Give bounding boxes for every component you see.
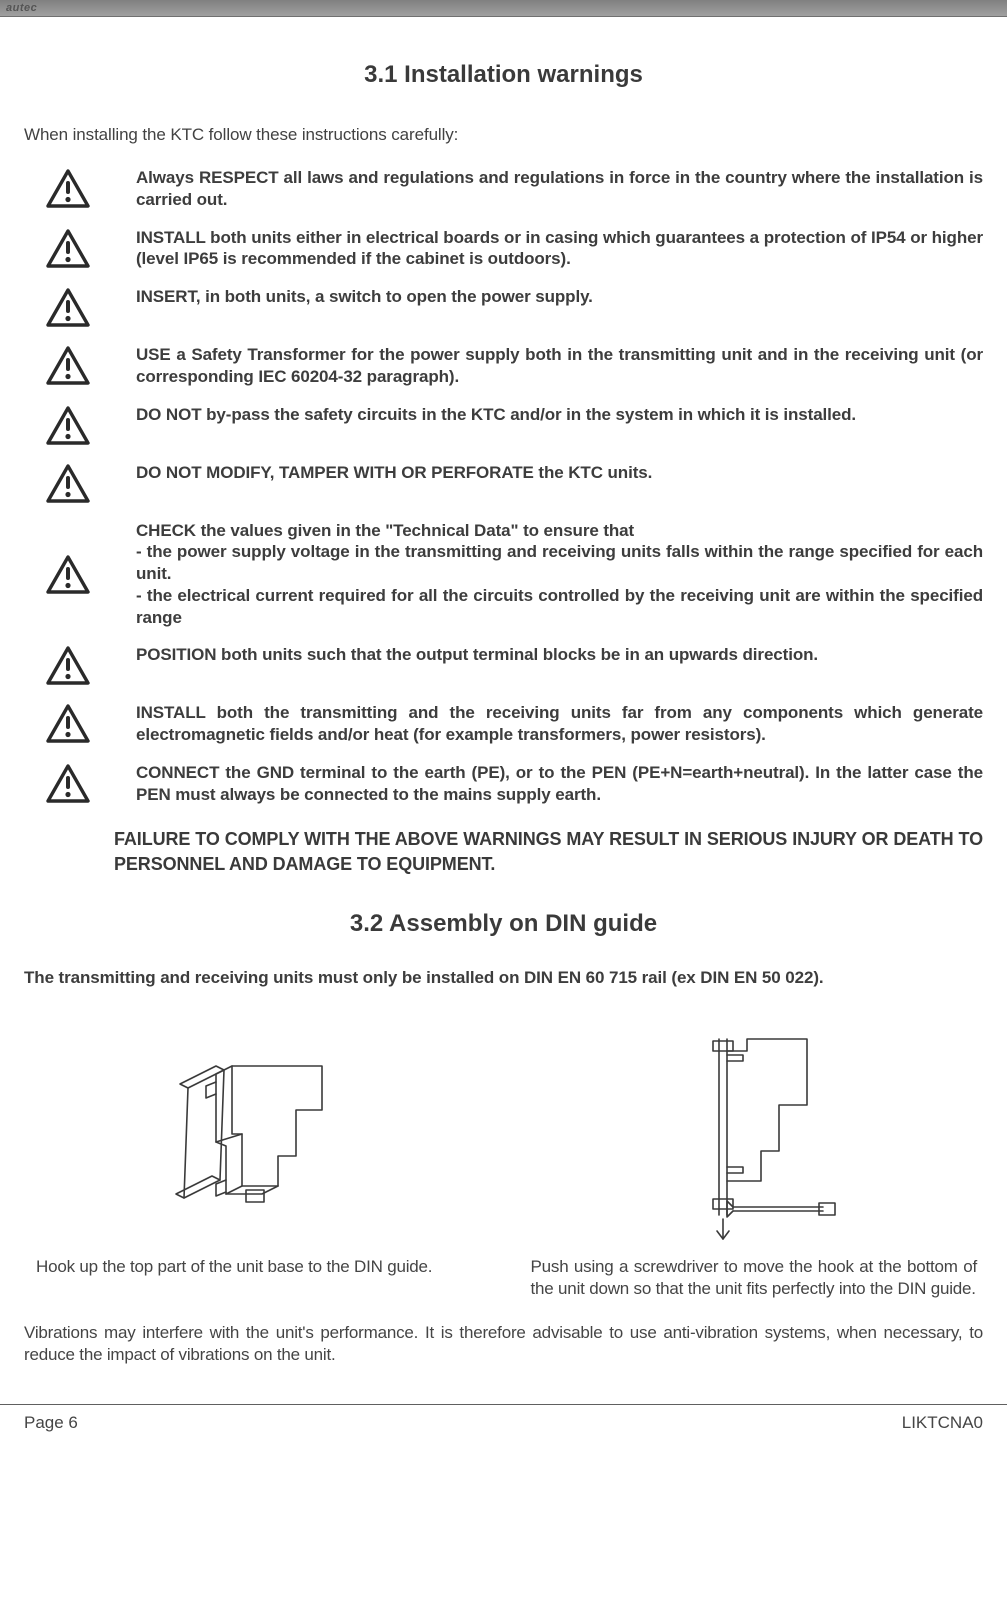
logo: autec <box>6 2 37 14</box>
section-2-title: 3.2 Assembly on DIN guide <box>24 910 983 938</box>
warning-row: INSERT, in both units, a switch to open … <box>24 286 983 328</box>
warning-row: INSTALL both the transmitting and the re… <box>24 702 983 746</box>
warning-text: CONNECT the GND terminal to the earth (P… <box>136 762 983 806</box>
header-bar: autec <box>0 0 1007 17</box>
warning-icon <box>24 702 136 744</box>
figure-1-image <box>24 1016 489 1256</box>
warning-text: INSTALL both units either in electrical … <box>136 227 983 271</box>
warning-text: DO NOT MODIFY, TAMPER WITH OR PERFORATE … <box>136 462 983 484</box>
warning-text: POSITION both units such that the output… <box>136 644 983 666</box>
caption-1: Hook up the top part of the unit base to… <box>24 1256 489 1278</box>
page-number: Page 6 <box>24 1413 78 1433</box>
vibration-note: Vibrations may interfere with the unit's… <box>24 1322 983 1366</box>
figures-row: Hook up the top part of the unit base to… <box>24 1016 983 1300</box>
warning-text: INSTALL both the transmitting and the re… <box>136 702 983 746</box>
failure-warning: FAILURE TO COMPLY WITH THE ABOVE WARNING… <box>114 827 983 876</box>
page-body: 3.1 Installation warnings When installin… <box>0 17 1007 1404</box>
warning-text: INSERT, in both units, a switch to open … <box>136 286 983 308</box>
warning-text: CHECK the values given in the "Technical… <box>136 520 983 629</box>
warning-row: INSTALL both units either in electrical … <box>24 227 983 271</box>
warning-icon <box>24 644 136 686</box>
caption-2: Push using a screwdriver to move the hoo… <box>519 1256 984 1300</box>
warning-icon <box>24 167 136 209</box>
warning-row: USE a Safety Transformer for the power s… <box>24 344 983 388</box>
warnings-list: Always RESPECT all laws and regulations … <box>24 167 983 805</box>
warning-icon <box>24 344 136 386</box>
warning-row: DO NOT by-pass the safety circuits in th… <box>24 404 983 446</box>
warning-icon <box>24 227 136 269</box>
warning-text: Always RESPECT all laws and regulations … <box>136 167 983 211</box>
warning-icon <box>24 462 136 504</box>
warning-icon <box>24 762 136 804</box>
warning-text: DO NOT by-pass the safety circuits in th… <box>136 404 983 426</box>
warning-row: DO NOT MODIFY, TAMPER WITH OR PERFORATE … <box>24 462 983 504</box>
warning-row: Always RESPECT all laws and regulations … <box>24 167 983 211</box>
warning-row: POSITION both units such that the output… <box>24 644 983 686</box>
figure-2-image <box>519 1016 984 1256</box>
section-1-title: 3.1 Installation warnings <box>24 61 983 89</box>
din-intro: The transmitting and receiving units mus… <box>24 968 983 988</box>
warning-text: USE a Safety Transformer for the power s… <box>136 344 983 388</box>
warning-icon <box>24 553 136 595</box>
footer: Page 6 LIKTCNA0 <box>0 1405 1007 1447</box>
warning-row: CONNECT the GND terminal to the earth (P… <box>24 762 983 806</box>
intro-text: When installing the KTC follow these ins… <box>24 125 983 145</box>
warning-icon <box>24 286 136 328</box>
warning-icon <box>24 404 136 446</box>
figure-1: Hook up the top part of the unit base to… <box>24 1016 489 1300</box>
figure-2: Push using a screwdriver to move the hoo… <box>519 1016 984 1300</box>
doc-code: LIKTCNA0 <box>902 1413 983 1433</box>
warning-row: CHECK the values given in the "Technical… <box>24 520 983 629</box>
